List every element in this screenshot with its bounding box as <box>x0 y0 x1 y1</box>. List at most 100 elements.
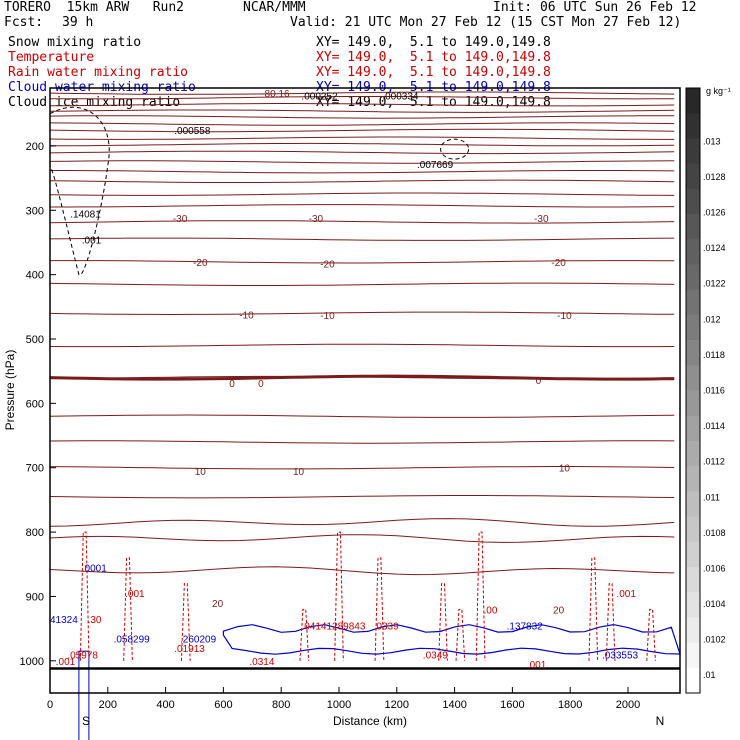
temperature-label: -20 <box>193 258 208 269</box>
colorbar-cell <box>686 365 700 391</box>
x-tick-label: 800 <box>272 699 290 711</box>
x-axis-label: Distance (km) <box>333 714 407 728</box>
colorbar-tick-label: .0106 <box>703 563 726 573</box>
model-title: TORERO 15km ARW Run2 <box>4 0 185 15</box>
isotherm-line <box>50 204 675 208</box>
colorbar-cell <box>686 188 700 215</box>
temperature-label: 0 <box>536 376 542 387</box>
isotherm-line <box>49 466 675 470</box>
fcst-label: Fcst: <box>4 15 44 30</box>
cloud-water-column <box>78 650 90 740</box>
isotherm-line <box>49 414 675 418</box>
isotherm-line <box>49 495 675 499</box>
colorbar-cell <box>686 340 700 366</box>
temperature-label: 10 <box>559 464 571 475</box>
maximum-label: .260209 <box>180 634 217 645</box>
colorbar-tick-label: .0108 <box>703 528 726 538</box>
colorbar-cell <box>686 667 700 694</box>
colorbar-cell <box>686 138 700 165</box>
maximum-label: 41324 <box>50 615 78 626</box>
x-tick-label: 1000 <box>327 699 351 711</box>
colorbar-cell <box>686 264 700 291</box>
isotherm-line <box>49 122 675 126</box>
north-endpoint: N <box>656 714 665 728</box>
maximum-label: .033553 <box>602 650 639 661</box>
temperature-label: -30 <box>173 214 188 225</box>
colorbar-cell <box>686 113 700 139</box>
maximum-label: .000252 <box>301 92 338 103</box>
x-tick-label: 200 <box>99 699 117 711</box>
colorbar-tick-label: .0118 <box>703 350 725 360</box>
isotherm-line <box>49 150 675 155</box>
temperature-label: -30 <box>309 214 324 225</box>
temperature-label: 20 <box>212 599 224 610</box>
field-name-snow: Snow mixing ratio <box>8 35 142 50</box>
colorbar-tick-label: .0112 <box>703 457 725 467</box>
rain-contour <box>475 531 486 661</box>
colorbar-tick-label: .0114 <box>703 421 725 431</box>
colorbar-cell <box>686 415 700 442</box>
colorbar-cell <box>686 440 700 467</box>
isotherm-line <box>49 192 675 196</box>
maximum-label: .0314 <box>249 657 274 668</box>
temperature-label: -20 <box>320 260 335 271</box>
isotherm-line <box>49 136 675 140</box>
x-tick-label: 1800 <box>558 699 582 711</box>
init-time: Init: 06 UTC Sun 26 Feb 12 <box>493 0 697 15</box>
rain-contour <box>123 557 133 661</box>
x-tick-label: 1400 <box>442 699 466 711</box>
field-xy-temperature: XY= 149.0, 5.1 to 149.0,149.8 <box>316 50 551 65</box>
valid-time: Valid: 21 UTC Mon 27 Feb 12 (15 CST Mon … <box>290 15 682 30</box>
isotherm-line <box>49 440 675 444</box>
maximum-label: .14081 <box>70 210 101 221</box>
y-tick-label: 900 <box>26 591 44 603</box>
x-tick-label: 400 <box>156 699 174 711</box>
y-tick-label: 500 <box>26 334 44 346</box>
colorbar-cell <box>686 289 700 316</box>
colorbar-cell <box>686 314 700 341</box>
colorbar-tick-label: .0126 <box>703 208 726 218</box>
y-tick-label: 400 <box>26 270 44 282</box>
temperature-label: -10 <box>320 311 335 322</box>
x-tick-label: 2000 <box>616 699 640 711</box>
colorbar-cell <box>686 566 700 593</box>
isotherm-line <box>50 260 675 264</box>
plot-frame <box>49 87 681 694</box>
temperature-label: -20 <box>551 258 566 269</box>
y-tick-label: 800 <box>26 527 44 539</box>
rain-contour <box>374 557 385 661</box>
snow-contour <box>49 106 110 276</box>
colorbar-cell <box>686 466 700 492</box>
rain-contour <box>588 557 599 661</box>
y-axis-label: Pressure (hPa) <box>3 350 17 431</box>
maximum-label: .00 <box>483 605 497 616</box>
colorbar-cell <box>686 642 700 669</box>
colorbar-cell <box>686 88 700 114</box>
x-tick-label: 1600 <box>500 699 524 711</box>
field-name-rain: Rain water mixing ratio <box>8 65 189 80</box>
isotherm-line <box>49 115 675 119</box>
y-tick-label: 300 <box>26 205 44 217</box>
colorbar-tick-label: .0122 <box>703 279 726 289</box>
temperature-label: -10 <box>239 311 254 322</box>
colorbar-tick-label: .0116 <box>703 386 725 396</box>
isotherm-line <box>49 534 675 543</box>
isotherm-line <box>49 311 675 316</box>
x-tick-label: 1200 <box>385 699 409 711</box>
isotherm-line <box>49 220 675 224</box>
rain-contour <box>334 531 344 661</box>
isotherm-line <box>49 103 675 107</box>
y-tick-label: 600 <box>26 398 44 410</box>
cloud-water-band <box>222 623 681 655</box>
south-endpoint: S <box>82 714 90 728</box>
maximum-label: .137832 <box>507 621 544 632</box>
isotherm-line <box>49 109 675 113</box>
temperature-label: 0 <box>229 379 235 390</box>
maximum-label: .0001 <box>82 563 107 574</box>
maximum-label: .001 <box>616 589 636 600</box>
maximum-label: .001 <box>56 657 76 668</box>
rain-contour <box>455 608 466 661</box>
isotherm-line <box>49 566 675 576</box>
colorbar-tick-label: .0128 <box>703 172 726 182</box>
maximum-label: .000334 <box>382 92 419 103</box>
